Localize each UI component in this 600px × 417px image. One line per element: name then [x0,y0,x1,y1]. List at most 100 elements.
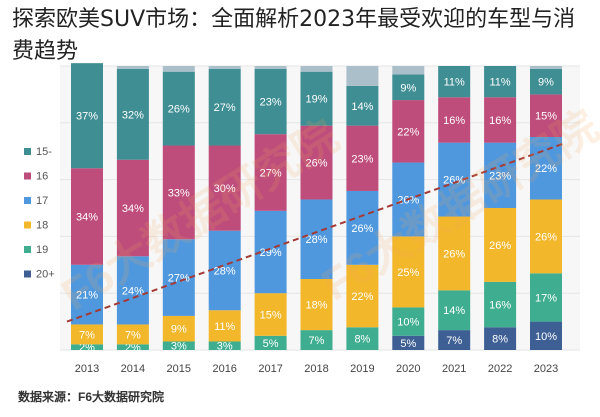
bar-data-label: 37% [76,111,98,123]
bar-data-label: 26% [535,231,557,243]
bar-segment-16-2019 [346,125,379,191]
bar-data-label: 34% [122,203,144,215]
data-source-note: 数据来源：F6大数据研究院 [18,390,165,404]
bar-data-label: 5% [263,338,279,350]
x-tick-label-2013: 2013 [75,363,99,375]
bar-data-label: 26% [443,248,465,260]
legend-label-19: 19 [36,244,48,256]
legend-swatch-15- [24,148,31,155]
bar-data-label: 32% [122,109,144,121]
bar-data-label: 26% [351,223,373,235]
bar-data-label: 28% [214,265,236,277]
chart-legend: 15- 16 17 18 19 20+ [24,146,55,281]
bar-data-label: 26% [397,194,419,206]
bar-data-label: 7% [309,335,325,347]
bar-data-label: 23% [260,97,282,109]
bar-data-label: 5% [400,338,416,350]
bar-segment-19-2014 [116,344,149,350]
bar-data-label: 7% [446,335,462,347]
bar-segment-19-2017 [254,335,287,350]
x-tick-label-2020: 2020 [396,363,420,375]
bar-segment-15--2021 [438,66,471,98]
x-tick-label-2018: 2018 [304,363,328,375]
bar-segment-16-2022 [484,97,517,143]
bar-segment-16-2017 [254,134,287,211]
bar-segment-19-2015 [162,341,195,350]
legend-swatch-19 [24,246,31,253]
bar-data-label: 26% [305,158,327,170]
bar-segment-19-2013 [71,344,103,350]
bar-segment-15--2017 [254,68,287,135]
bar-segment-15--2022 [484,66,517,98]
bar-segment-15--2023 [530,68,562,95]
bar-remainder-2014 [116,66,149,69]
bar-data-label: 23% [489,170,511,182]
bar-data-label: 29% [260,247,282,259]
bar-remainder-2020 [392,66,425,75]
bar-data-label: 14% [443,305,465,317]
bar-segment-18-2019 [346,264,379,328]
bar-segment-16-2023 [530,94,562,137]
bar-data-label: 7% [79,329,95,341]
bar-segment-19-2016 [208,341,241,350]
bar-data-label: 27% [214,102,236,114]
bar-segment-15--2015 [162,71,195,146]
x-tick-label-2016: 2016 [212,363,236,375]
bar-segment-19-2021 [438,290,471,331]
bar-data-label: 3% [217,341,233,353]
bar-segment-16-2021 [438,97,471,143]
legend-swatch-18 [24,221,31,229]
bar-segment-18-2016 [208,310,241,342]
bar-remainder-2019 [346,66,379,86]
bar-data-label: 22% [535,163,557,175]
bar-segment-19-2022 [484,281,517,328]
bar-data-label: 10% [535,331,557,343]
bar-data-label: 9% [538,77,554,89]
x-tick-label-2023: 2023 [534,363,558,375]
bar-data-label: 21% [76,290,98,302]
bar-segment-18-2020 [392,236,425,308]
bar-data-label: 19% [305,94,327,106]
bar-data-label: 16% [489,115,511,127]
trend-line [66,141,567,323]
bar-segment-18-2015 [162,315,195,342]
bar-data-label: 15% [535,111,557,123]
bar-segment-18-2014 [116,324,149,345]
bar-data-label: 18% [305,300,327,312]
x-tick-label-2021: 2021 [442,363,466,375]
bar-remainder-2023 [530,66,562,69]
bar-data-label: 8% [492,334,508,346]
bar-data-label: 34% [76,212,98,224]
bar-data-label: 11% [489,77,510,89]
bar-segment-16-2015 [162,145,195,240]
bar-segment-19-2020 [392,307,425,336]
chart-trendline [66,141,567,323]
chart-bars: 2%7%21%34%37%2%7%24%34%32%3%9%27%33%26%3… [71,63,562,354]
bar-data-label: 8% [354,334,370,346]
bar-remainder-2017 [254,66,287,69]
bar-segment-16-2018 [300,125,333,200]
bar-segment-15--2013 [71,63,103,169]
bar-segment-17-2014 [116,256,149,325]
bar-segment-15--2018 [300,71,333,126]
bar-remainder-2016 [208,66,241,69]
bar-data-label: 22% [351,291,373,303]
legend-label-20+: 20+ [36,269,55,281]
bar-data-label: 30% [214,183,236,195]
bar-remainder-2018 [300,66,333,72]
bar-segment-16-2013 [71,168,103,265]
x-tick-label-2022: 2022 [488,363,512,375]
bar-segment-16-2020 [392,100,425,163]
bar-data-label: 27% [260,168,282,180]
bar-segment-18-2021 [438,216,471,291]
bar-segment-18-2022 [484,208,517,282]
bar-segment-19-2018 [300,330,333,350]
bar-data-label: 28% [305,234,327,246]
bar-segment-18-2018 [300,279,333,331]
bar-segment-17-2018 [300,199,333,279]
legend-swatch-16 [24,172,31,180]
bar-segment-20+-2022 [484,327,517,350]
bar-segment-16-2014 [116,159,149,257]
